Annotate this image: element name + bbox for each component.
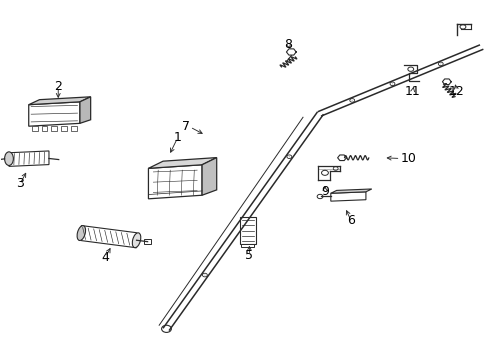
Bar [240,217,255,244]
Bar [71,126,77,131]
Text: 3: 3 [16,177,24,190]
Polygon shape [9,151,49,166]
Polygon shape [80,97,90,123]
Bar [143,239,151,244]
Text: 6: 6 [346,214,354,227]
Polygon shape [148,165,202,199]
Text: 2: 2 [54,80,62,93]
Polygon shape [29,97,90,105]
Bar [241,244,254,247]
Ellipse shape [4,152,13,166]
Ellipse shape [132,233,141,248]
Text: 1: 1 [173,131,181,144]
Bar [61,126,67,131]
Ellipse shape [77,226,85,240]
Text: 4: 4 [102,251,109,264]
Text: 9: 9 [320,185,328,198]
Text: 7: 7 [182,121,189,134]
Polygon shape [202,158,216,195]
Polygon shape [330,192,365,201]
Bar [41,126,47,131]
Polygon shape [29,102,80,126]
Text: 11: 11 [404,85,420,98]
Polygon shape [330,189,371,193]
Bar [51,126,57,131]
Text: 8: 8 [284,38,292,51]
Text: 12: 12 [448,85,464,98]
Bar [32,126,38,131]
Polygon shape [81,226,136,248]
Text: 5: 5 [245,249,253,262]
Text: 10: 10 [400,152,416,165]
Polygon shape [148,158,216,168]
